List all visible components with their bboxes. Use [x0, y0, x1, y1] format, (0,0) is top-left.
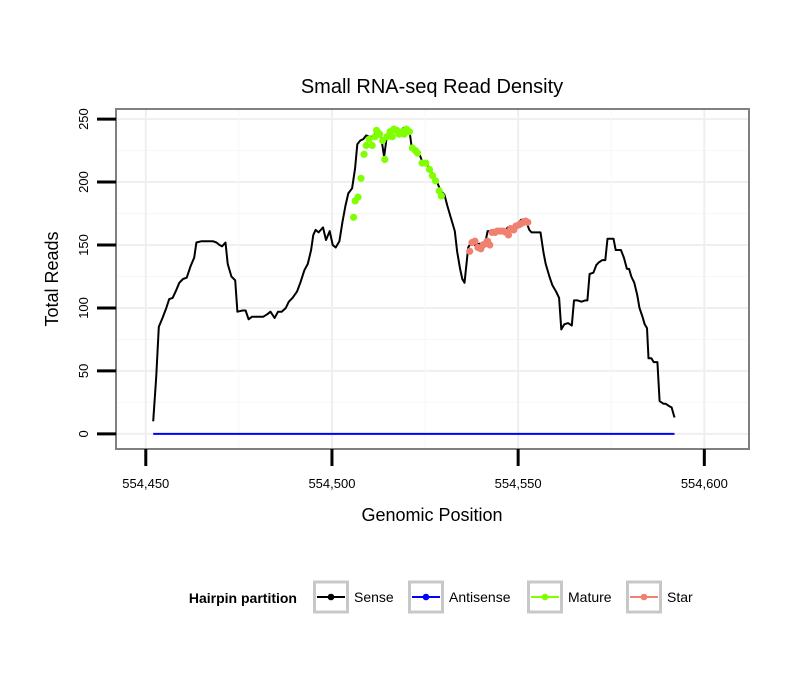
- mature-point: [350, 213, 358, 221]
- x-tick-label: 554,500: [308, 476, 355, 491]
- legend: Hairpin partition Sense Antisense Mature St…: [189, 580, 693, 614]
- star-point: [504, 231, 513, 239]
- y-tick-label: 100: [76, 297, 91, 319]
- legend-title: Hairpin partition: [189, 590, 297, 606]
- y-axis: 0 50 100 150 200 250: [76, 108, 116, 438]
- legend-dot-mature: [541, 593, 549, 601]
- plot-grid: [116, 109, 749, 449]
- mature-point: [388, 133, 396, 141]
- mature-point: [414, 149, 422, 157]
- plot-background: [116, 109, 749, 449]
- legend-dot-antisense: [422, 593, 430, 601]
- x-tick-label: 554,600: [681, 476, 728, 491]
- legend-label-antisense: Antisense: [449, 589, 511, 605]
- mature-point: [376, 130, 384, 138]
- mature-point: [360, 150, 368, 158]
- legend-label-mature: Mature: [568, 589, 612, 605]
- star-point: [486, 241, 494, 249]
- star-point: [466, 247, 474, 255]
- legend-dot-star: [640, 593, 648, 601]
- mature-point: [422, 159, 430, 167]
- mature-point: [437, 192, 445, 200]
- x-tick-label: 554,450: [122, 476, 169, 491]
- x-tick-label: 554,550: [495, 476, 542, 491]
- star-point: [471, 237, 479, 245]
- legend-dot-sense: [327, 593, 335, 601]
- y-tick-label: 50: [76, 364, 91, 378]
- y-axis-label: Total Reads: [42, 231, 62, 326]
- plot-series: [152, 125, 676, 435]
- mature-point: [354, 193, 362, 201]
- mature-point: [381, 155, 389, 163]
- mature-point: [425, 165, 434, 173]
- mature-point: [362, 141, 370, 150]
- mature-point: [357, 174, 365, 182]
- mature-point: [431, 177, 440, 185]
- star-point: [524, 218, 532, 226]
- mature-point: [368, 141, 376, 150]
- y-tick-label: 250: [76, 108, 91, 130]
- plot-border: [115, 108, 750, 450]
- y-tick-label: 0: [76, 430, 91, 437]
- x-axis-label: Genomic Position: [361, 505, 502, 525]
- y-tick-label: 150: [76, 234, 91, 256]
- legend-label-sense: Sense: [354, 589, 394, 605]
- y-tick-label: 200: [76, 171, 91, 193]
- legend-label-star: Star: [667, 589, 693, 605]
- mature-point: [405, 128, 413, 136]
- x-axis: 554,450 554,500 554,550 554,600: [122, 449, 728, 491]
- chart-title: Small RNA-seq Read Density: [301, 76, 563, 98]
- mature-point: [365, 135, 373, 143]
